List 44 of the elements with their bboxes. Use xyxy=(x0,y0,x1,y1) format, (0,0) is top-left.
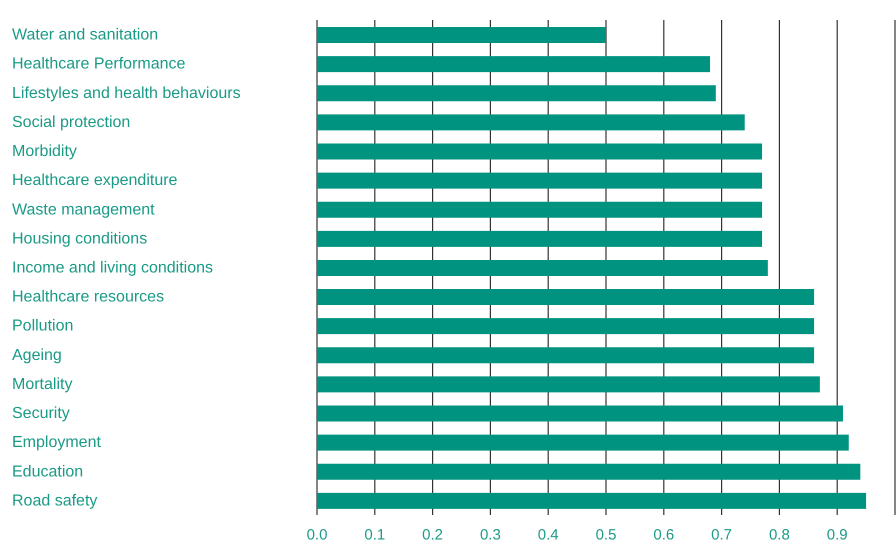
x-tick-label: 0.5 xyxy=(596,526,616,544)
y-tick-label: Healthcare Performance xyxy=(12,56,186,73)
x-tick-label: 0.7 xyxy=(711,526,732,544)
bar xyxy=(317,492,866,509)
bar xyxy=(317,85,716,102)
y-tick-label: Mortality xyxy=(12,376,72,393)
bar xyxy=(317,434,849,451)
bar xyxy=(317,289,814,306)
bar xyxy=(317,376,820,392)
y-tick-label: Social protection xyxy=(12,114,130,131)
y-tick-label: Healthcare expenditure xyxy=(12,172,178,190)
x-tick-label: 0.6 xyxy=(653,526,674,544)
bar xyxy=(317,318,814,334)
y-tick-label: Road safety xyxy=(12,492,98,510)
bar xyxy=(317,202,762,218)
x-tick-label: 0.0 xyxy=(306,526,328,544)
y-tick-label: Security xyxy=(12,405,70,422)
bar xyxy=(317,56,710,72)
y-tick-label: Housing conditions xyxy=(12,230,148,248)
bar xyxy=(317,143,762,160)
y-tick-label: Healthcare resources xyxy=(12,288,164,306)
y-tick-label: Water and sanitation xyxy=(12,26,158,44)
y-tick-label: Lifestyles and health behaviours xyxy=(12,84,241,102)
y-tick-label: Morbidity xyxy=(12,143,77,160)
bar xyxy=(317,172,762,189)
x-tick-label: 0.3 xyxy=(480,526,501,544)
x-tick-label: 0.1 xyxy=(364,526,386,544)
bar xyxy=(317,464,860,480)
y-tick-label: Employment xyxy=(12,434,102,452)
y-tick-label: Waste management xyxy=(12,201,156,218)
bar xyxy=(317,114,745,130)
bar xyxy=(317,406,843,422)
x-tick-label: 0.2 xyxy=(422,526,444,544)
y-tick-label: Income and living conditions xyxy=(12,260,214,276)
x-tick-label: 0.9 xyxy=(826,526,848,544)
y-tick-label: Pollution xyxy=(12,318,74,335)
bar xyxy=(317,260,768,276)
y-tick-label: Ageing xyxy=(12,346,62,364)
x-tick-label: 0.8 xyxy=(768,526,790,544)
x-tick-label: 0.4 xyxy=(538,526,559,544)
bar xyxy=(317,27,606,43)
bar xyxy=(317,347,814,364)
y-tick-label: Education xyxy=(12,463,84,480)
bar xyxy=(317,230,762,247)
